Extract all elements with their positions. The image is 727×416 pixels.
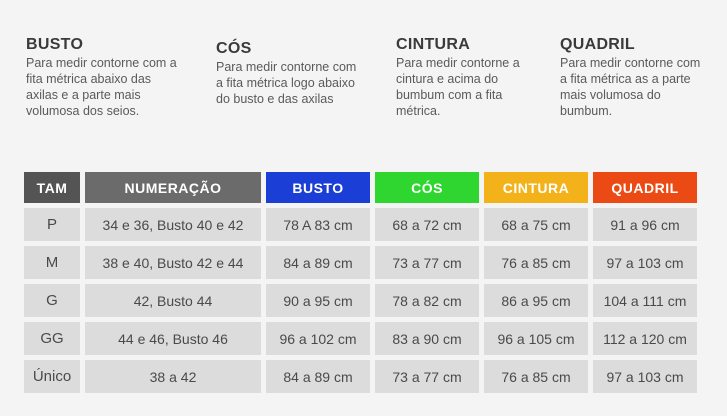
header-numeracao: NUMERAÇÃO [85, 172, 261, 203]
cell-cintura: 76 a 85 cm [484, 360, 588, 393]
cell-cintura: 86 a 95 cm [484, 284, 588, 317]
cell-quadril: 97 a 103 cm [593, 360, 697, 393]
guide-text-busto: Para medir contorne com a fita métrica a… [26, 56, 177, 118]
size-table: TAM NUMERAÇÃO BUSTO CÓS CINTURA QUADRIL P 34 e … [24, 172, 697, 393]
guide-busto: BUSTO Para medir contorne com a fita mét… [26, 36, 186, 119]
header-cos: CÓS [375, 172, 479, 203]
cell-cos: 68 a 72 cm [375, 208, 479, 241]
header-cintura: CINTURA [484, 172, 588, 203]
cell-busto: 96 a 102 cm [266, 322, 370, 355]
cell-cintura: 68 a 75 cm [484, 208, 588, 241]
guide-title-cintura: CINTURA [396, 36, 471, 53]
guide-text-cos: Para medir contorne com a fita métrica l… [216, 60, 357, 106]
cell-quadril: 91 a 96 cm [593, 208, 697, 241]
guide-title-cos: CÓS [216, 40, 252, 57]
cell-tam: G [24, 284, 80, 317]
cell-cos: 73 a 77 cm [375, 246, 479, 279]
guide-title-quadril: QUADRIL [560, 36, 635, 53]
cell-quadril: 112 a 120 cm [593, 322, 697, 355]
cell-cintura: 96 a 105 cm [484, 322, 588, 355]
cell-busto: 84 a 89 cm [266, 246, 370, 279]
guide-quadril: QUADRIL Para medir contorne com a fita m… [560, 36, 710, 119]
cell-numeracao: 42, Busto 44 [85, 284, 261, 317]
guide-title-busto: BUSTO [26, 36, 84, 53]
cell-cintura: 76 a 85 cm [484, 246, 588, 279]
cell-quadril: 97 a 103 cm [593, 246, 697, 279]
cell-tam: M [24, 246, 80, 279]
cell-numeracao: 44 e 46, Busto 46 [85, 322, 261, 355]
cell-cos: 73 a 77 cm [375, 360, 479, 393]
cell-tam: Único [24, 360, 80, 393]
cell-busto: 84 a 89 cm [266, 360, 370, 393]
header-tam: TAM [24, 172, 80, 203]
cell-cos: 83 a 90 cm [375, 322, 479, 355]
cell-tam: P [24, 208, 80, 241]
cell-busto: 90 a 95 cm [266, 284, 370, 317]
guide-cintura: CINTURA Para medir contorne a cintura e … [396, 36, 526, 119]
guide-cos: CÓS Para medir contorne com a fita métri… [216, 40, 366, 107]
cell-tam: GG [24, 322, 80, 355]
cell-busto: 78 A 83 cm [266, 208, 370, 241]
header-quadril: QUADRIL [593, 172, 697, 203]
cell-numeracao: 38 a 42 [85, 360, 261, 393]
cell-numeracao: 38 e 40, Busto 42 e 44 [85, 246, 261, 279]
cell-quadril: 104 a 111 cm [593, 284, 697, 317]
guide-text-cintura: Para medir contorne a cintura e acima do… [396, 56, 520, 118]
cell-cos: 78 a 82 cm [375, 284, 479, 317]
cell-numeracao: 34 e 36, Busto 40 e 42 [85, 208, 261, 241]
guide-text-quadril: Para medir contorne com a fita métrica a… [560, 56, 701, 118]
header-busto: BUSTO [266, 172, 370, 203]
